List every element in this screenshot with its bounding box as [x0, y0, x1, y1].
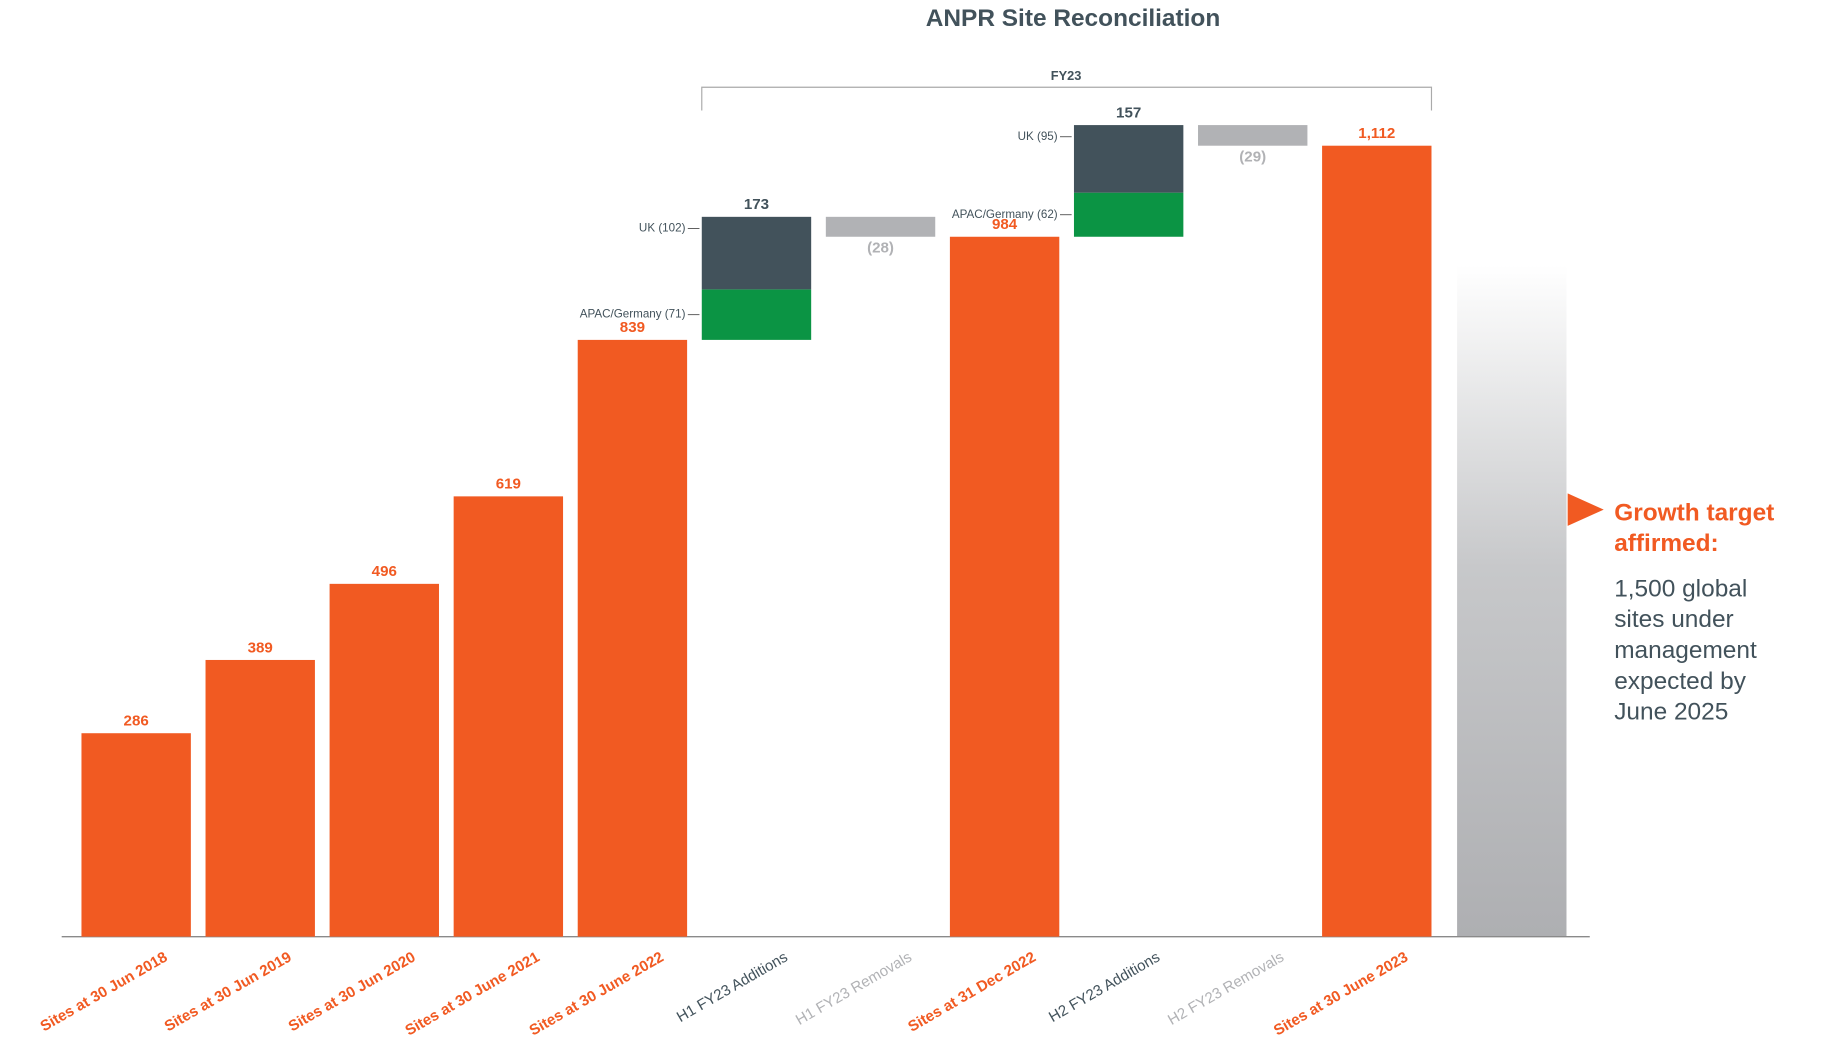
- value-label: 496: [372, 563, 397, 580]
- bracket-label: FY23: [1051, 68, 1082, 83]
- target-arrow: [1567, 493, 1604, 526]
- chart-title: ANPR Site Reconciliation: [926, 5, 1221, 32]
- target-bar: [1457, 265, 1567, 937]
- annotation-body: management: [1614, 637, 1757, 664]
- segment-label: APAC/Germany (62): [952, 208, 1058, 221]
- value-label: 286: [124, 713, 149, 730]
- value-label: 1,112: [1358, 125, 1395, 142]
- annotation-body: 1,500 global: [1614, 575, 1747, 602]
- value-label: 839: [620, 319, 645, 336]
- annotation-heading: affirmed:: [1614, 530, 1719, 557]
- bar-segment: [1073, 125, 1184, 193]
- value-label: 173: [744, 196, 769, 213]
- value-label: (29): [1239, 148, 1266, 165]
- annotation-body: sites under: [1614, 606, 1733, 633]
- bar: [329, 583, 439, 937]
- value-label: 389: [248, 639, 273, 656]
- x-tick-label: H2 FY23 Additions: [1046, 948, 1163, 1026]
- bar: [81, 733, 191, 937]
- bar-segment: [701, 216, 812, 290]
- value-label: 157: [1116, 104, 1141, 121]
- annotation-body: June 2025: [1614, 699, 1728, 726]
- value-label: 984: [992, 216, 1018, 233]
- bar: [1322, 145, 1432, 937]
- bar-segment: [1073, 192, 1184, 237]
- x-tick-label: Sites at 31 Dec 2022: [905, 949, 1039, 1036]
- fy-bracket: [701, 86, 1433, 111]
- value-label: (28): [867, 239, 894, 256]
- x-tick-label: H1 FY23 Removals: [793, 948, 915, 1028]
- x-tick-label: H1 FY23 Additions: [674, 948, 791, 1026]
- bar: [1198, 125, 1308, 146]
- bar: [825, 216, 936, 237]
- x-tick-label: Sites at 30 June 2023: [1271, 949, 1411, 1040]
- x-tick-label: Sites at 30 June 2021: [402, 949, 542, 1040]
- x-tick-label: H2 FY23 Removals: [1165, 948, 1287, 1028]
- segment-label: UK (102): [639, 222, 686, 235]
- x-tick-label: Sites at 30 Jun 2020: [286, 949, 419, 1036]
- bar-segment: [701, 289, 812, 340]
- annotation-body: expected by: [1614, 668, 1747, 695]
- x-tick-label: Sites at 30 Jun 2019: [162, 949, 295, 1036]
- bar: [205, 659, 315, 937]
- value-label: 619: [496, 476, 521, 493]
- annotation-heading: Growth target: [1614, 500, 1774, 527]
- x-tick-label: Sites at 30 June 2022: [526, 949, 666, 1040]
- bar: [453, 496, 564, 937]
- segment-label: APAC/Germany (71): [580, 308, 686, 321]
- segment-label: UK (95): [1018, 130, 1058, 143]
- x-tick-label: Sites at 30 Jun 2018: [38, 949, 171, 1036]
- bar: [949, 236, 1060, 937]
- bar: [577, 339, 688, 937]
